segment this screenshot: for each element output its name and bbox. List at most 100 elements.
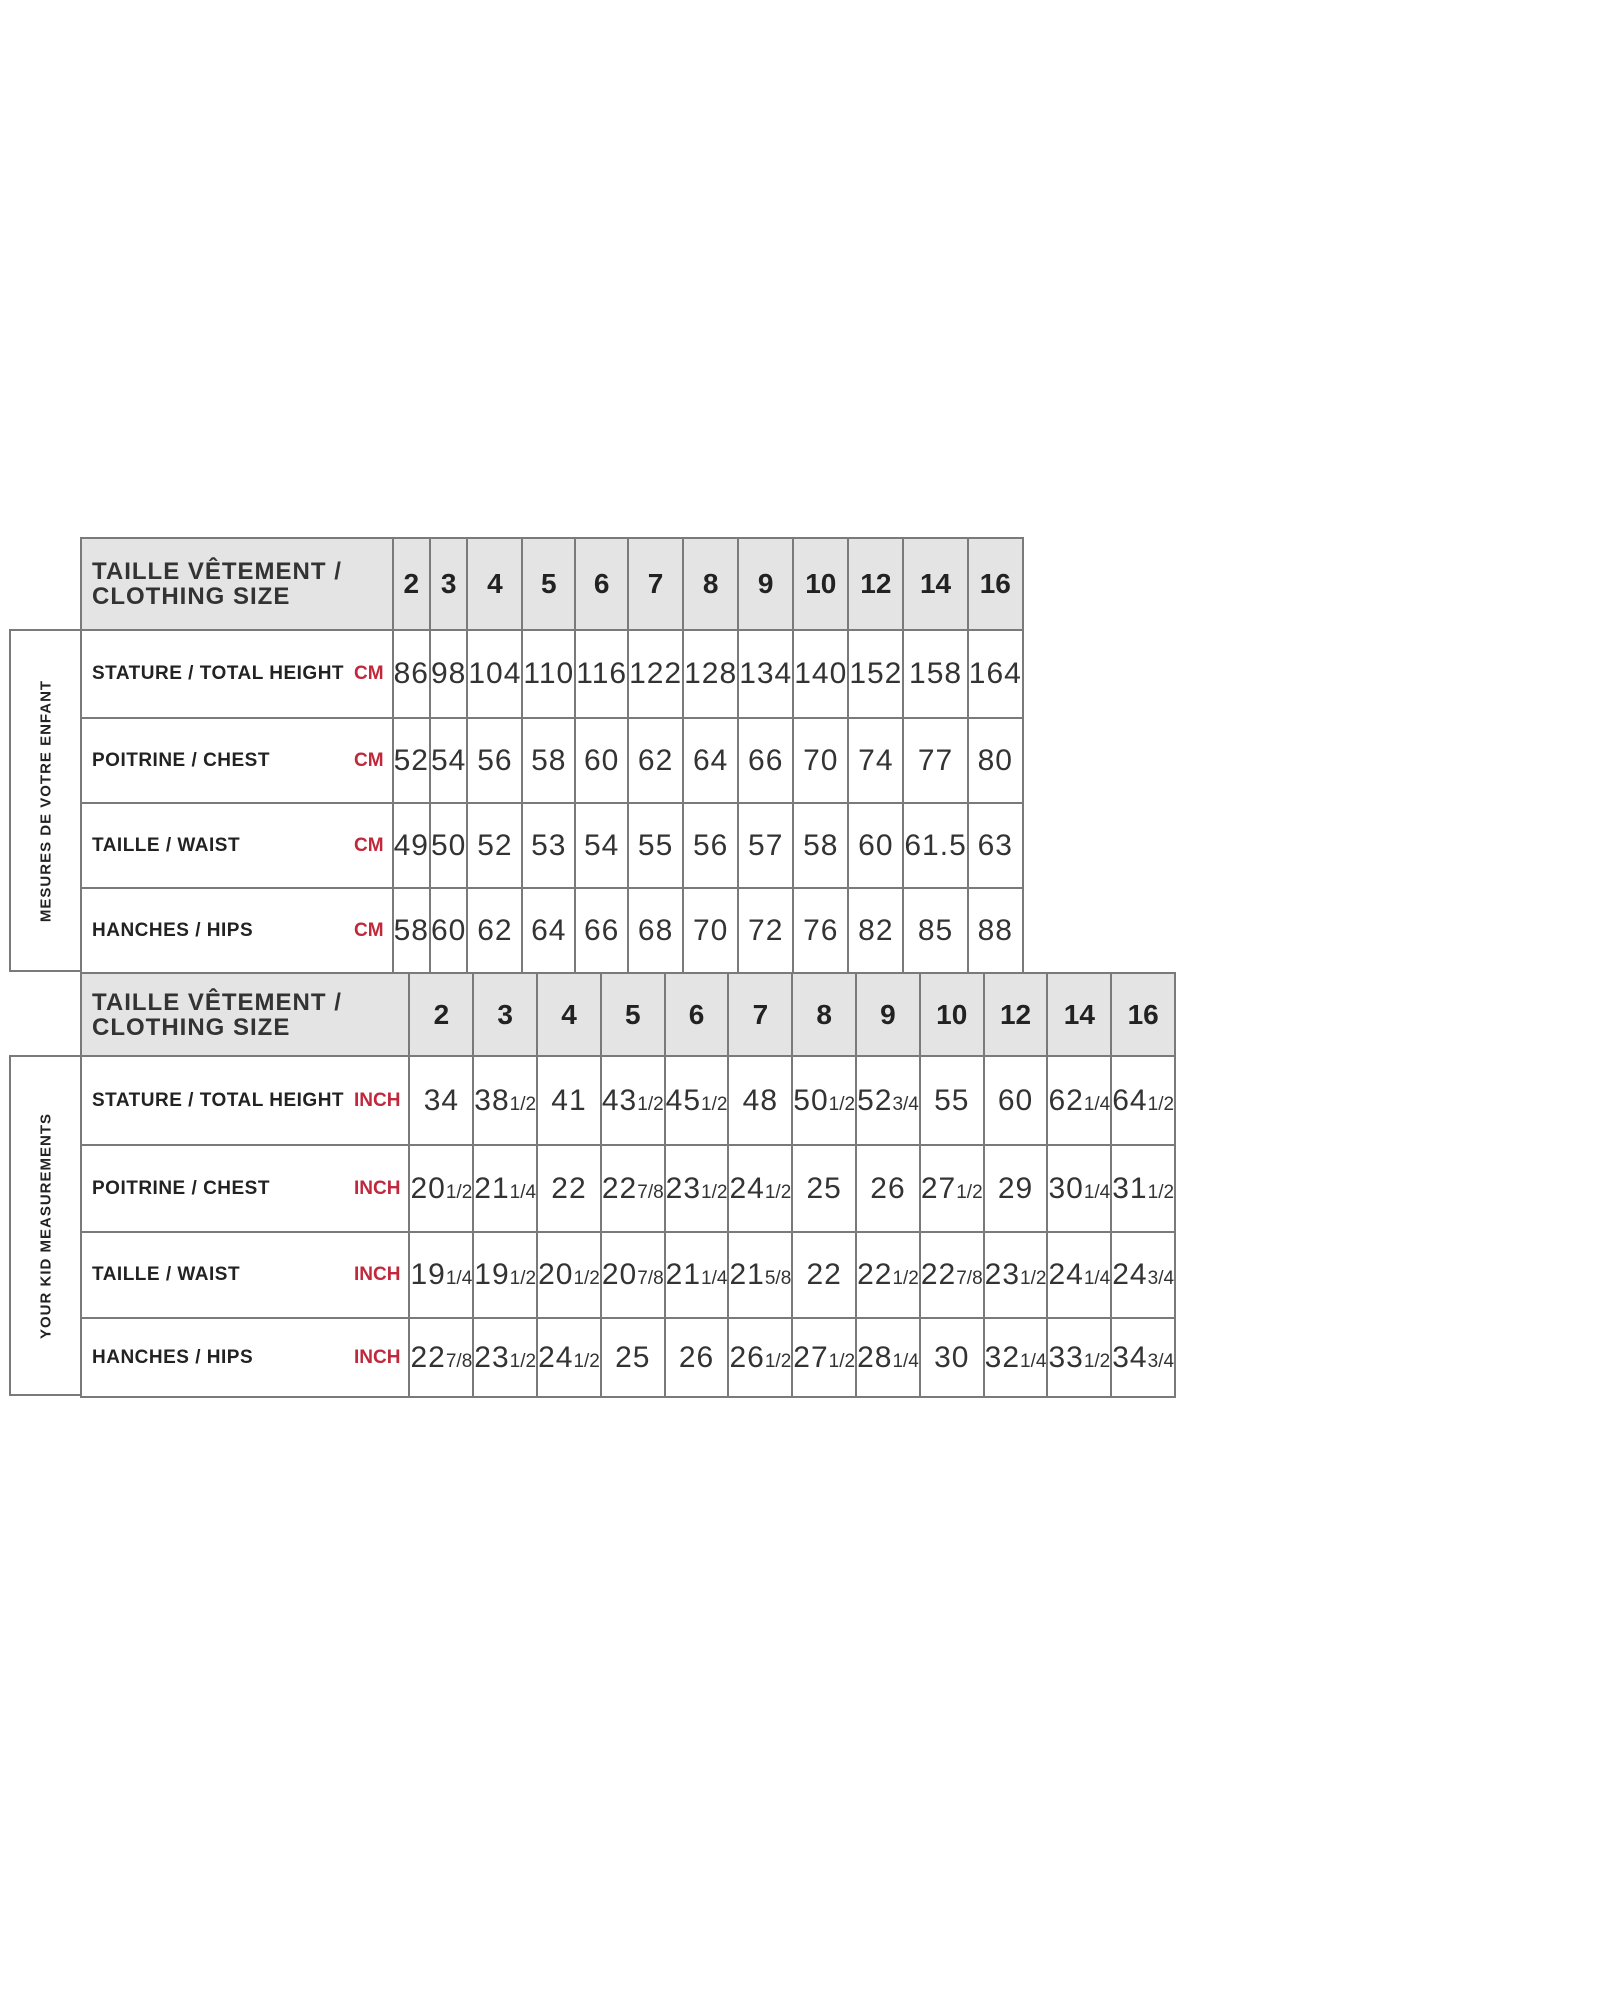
row-label: POITRINE / CHEST (92, 749, 270, 771)
measurement-value: 621/4 (1048, 1083, 1111, 1117)
size-header-cell: 12 (982, 972, 1049, 1057)
measurement-value: 227/8 (920, 1258, 983, 1291)
fraction: 1/2 (573, 1268, 600, 1289)
measurement-value: 451/2 (665, 1083, 728, 1117)
table-row: STATURE / TOTAL HEIGHT CM 86 98 104 110 116 122… (80, 629, 1024, 719)
size-label: 12 (999, 998, 1032, 1030)
value-cell: 60 (982, 1055, 1049, 1146)
size-table: TAILLE VÊTEMENT / CLOTHING SIZE 2 3 4 5 6 7 8 9 10… (79, 972, 1177, 1398)
value-cell: 164 (966, 629, 1024, 719)
value-cell: 331/2 (1046, 1317, 1113, 1398)
measurement-value: 74 (858, 743, 894, 777)
fraction: 1/4 (701, 1268, 728, 1289)
row-label: HANCHES / HIPS (92, 1346, 254, 1368)
value-cell: 66 (574, 887, 630, 974)
measurement-value: 227/8 (410, 1340, 473, 1374)
unit-label: CM (354, 834, 384, 856)
size-header-cell: 2 (408, 972, 475, 1057)
value-cell: 227/8 (599, 1144, 666, 1233)
measurement-value: 60 (430, 913, 467, 947)
size-label: 16 (1127, 998, 1159, 1030)
measurement-value: 110 (523, 657, 575, 690)
value-cell: 60 (574, 717, 630, 804)
measurement-value: 271/2 (793, 1340, 856, 1374)
measurement-value: 62 (477, 913, 513, 947)
size-label: 14 (919, 568, 952, 599)
fraction: 3/4 (1147, 1268, 1175, 1289)
fraction: 7/8 (445, 1350, 473, 1372)
measurement-value: 86 (393, 657, 429, 690)
row-label: TAILLE / WAIST (92, 834, 241, 856)
value-cell: 621/4 (1046, 1055, 1113, 1146)
value-cell: 25 (599, 1317, 666, 1398)
value-cell: 271/2 (918, 1144, 985, 1233)
measurement-value: 26 (678, 1340, 715, 1374)
value-cell: 66 (737, 717, 795, 804)
table-row: STATURE / TOTAL HEIGHT INCH 34 381/2 41 431/2… (79, 1055, 1177, 1146)
measurement-value: 140 (794, 657, 848, 690)
measurement-value: 26 (870, 1171, 906, 1205)
value-cell: 34 (408, 1055, 475, 1146)
measurement-value: 122 (629, 657, 683, 690)
fraction: 1/2 (1020, 1268, 1047, 1289)
row-label-cell: POITRINE / CHEST CM (80, 717, 394, 804)
unit-label: INCH (354, 1264, 401, 1285)
value-cell: 60 (847, 802, 905, 889)
measurement-value: 29 (997, 1171, 1034, 1205)
measurement-value: 62 (637, 743, 674, 777)
fraction: 3/4 (892, 1093, 919, 1115)
row-label-cell: STATURE / TOTAL HEIGHT CM (80, 629, 394, 719)
row-label-cell: STATURE / TOTAL HEIGHT INCH (79, 1055, 411, 1146)
measurement-value: 68 (637, 913, 674, 947)
measurement-value: 311/2 (1112, 1171, 1175, 1205)
value-cell: 74 (847, 717, 905, 804)
header-label-cell: TAILLE VÊTEMENT / CLOTHING SIZE (80, 537, 394, 631)
measurement-value: 88 (977, 913, 1013, 947)
value-cell: 241/2 (727, 1144, 794, 1233)
unit-label: INCH (354, 1177, 401, 1199)
value-cell: 201/2 (408, 1144, 475, 1233)
fraction: 1/4 (1083, 1268, 1111, 1289)
fraction: 1/4 (1083, 1181, 1111, 1203)
size-header-cell: 7 (627, 537, 685, 631)
measurement-value: 66 (583, 913, 620, 947)
measurement-value: 201/2 (410, 1171, 473, 1205)
measurement-value: 30 (934, 1340, 970, 1374)
table-row: POITRINE / CHEST INCH 201/2 211/4 22 227/8 231… (79, 1144, 1177, 1233)
measurement-value: 301/4 (1048, 1171, 1111, 1205)
value-cell: 22 (536, 1144, 602, 1233)
value-cell: 26 (855, 1144, 921, 1233)
table-row: HANCHES / HIPS CM 58 60 62 64 66 68 70 72 76 82 85 88 (80, 887, 1024, 974)
size-label: 5 (541, 568, 557, 599)
measurement-value: 60 (997, 1083, 1034, 1117)
size-label: 16 (979, 568, 1011, 599)
value-cell: 70 (792, 717, 850, 804)
side-label: MESURES DE VOTRE ENFANT (37, 679, 54, 922)
value-cell: 215/8 (727, 1231, 794, 1319)
size-header-cell: 10 (918, 972, 985, 1057)
size-label: 7 (647, 568, 664, 599)
measurement-value: 431/2 (601, 1083, 664, 1117)
size-header-cell: 5 (521, 537, 577, 631)
row-label: STATURE / TOTAL HEIGHT (92, 1089, 345, 1111)
size-label: 5 (624, 998, 641, 1030)
row-label-cell: POITRINE / CHEST INCH (79, 1144, 411, 1233)
measurement-value: 77 (917, 743, 954, 777)
measurement-value: 116 (576, 657, 628, 690)
value-cell: 116 (574, 629, 630, 719)
fraction: 1/4 (509, 1181, 537, 1203)
value-cell: 85 (902, 887, 969, 974)
measurement-value: 58 (393, 913, 429, 947)
measurement-value: 281/4 (857, 1340, 919, 1374)
measurement-value: 54 (583, 828, 620, 862)
header-title-line1: TAILLE VÊTEMENT / (92, 988, 342, 1016)
unit-label: CM (354, 663, 384, 684)
size-label: 8 (702, 568, 719, 599)
value-cell: 63 (966, 802, 1024, 889)
size-label: 3 (497, 998, 513, 1030)
value-cell: 501/2 (791, 1055, 858, 1146)
measurement-value: 191/2 (474, 1258, 537, 1291)
value-cell: 52 (391, 717, 431, 804)
value-cell: 54 (574, 802, 630, 889)
value-cell: 134 (737, 629, 795, 719)
